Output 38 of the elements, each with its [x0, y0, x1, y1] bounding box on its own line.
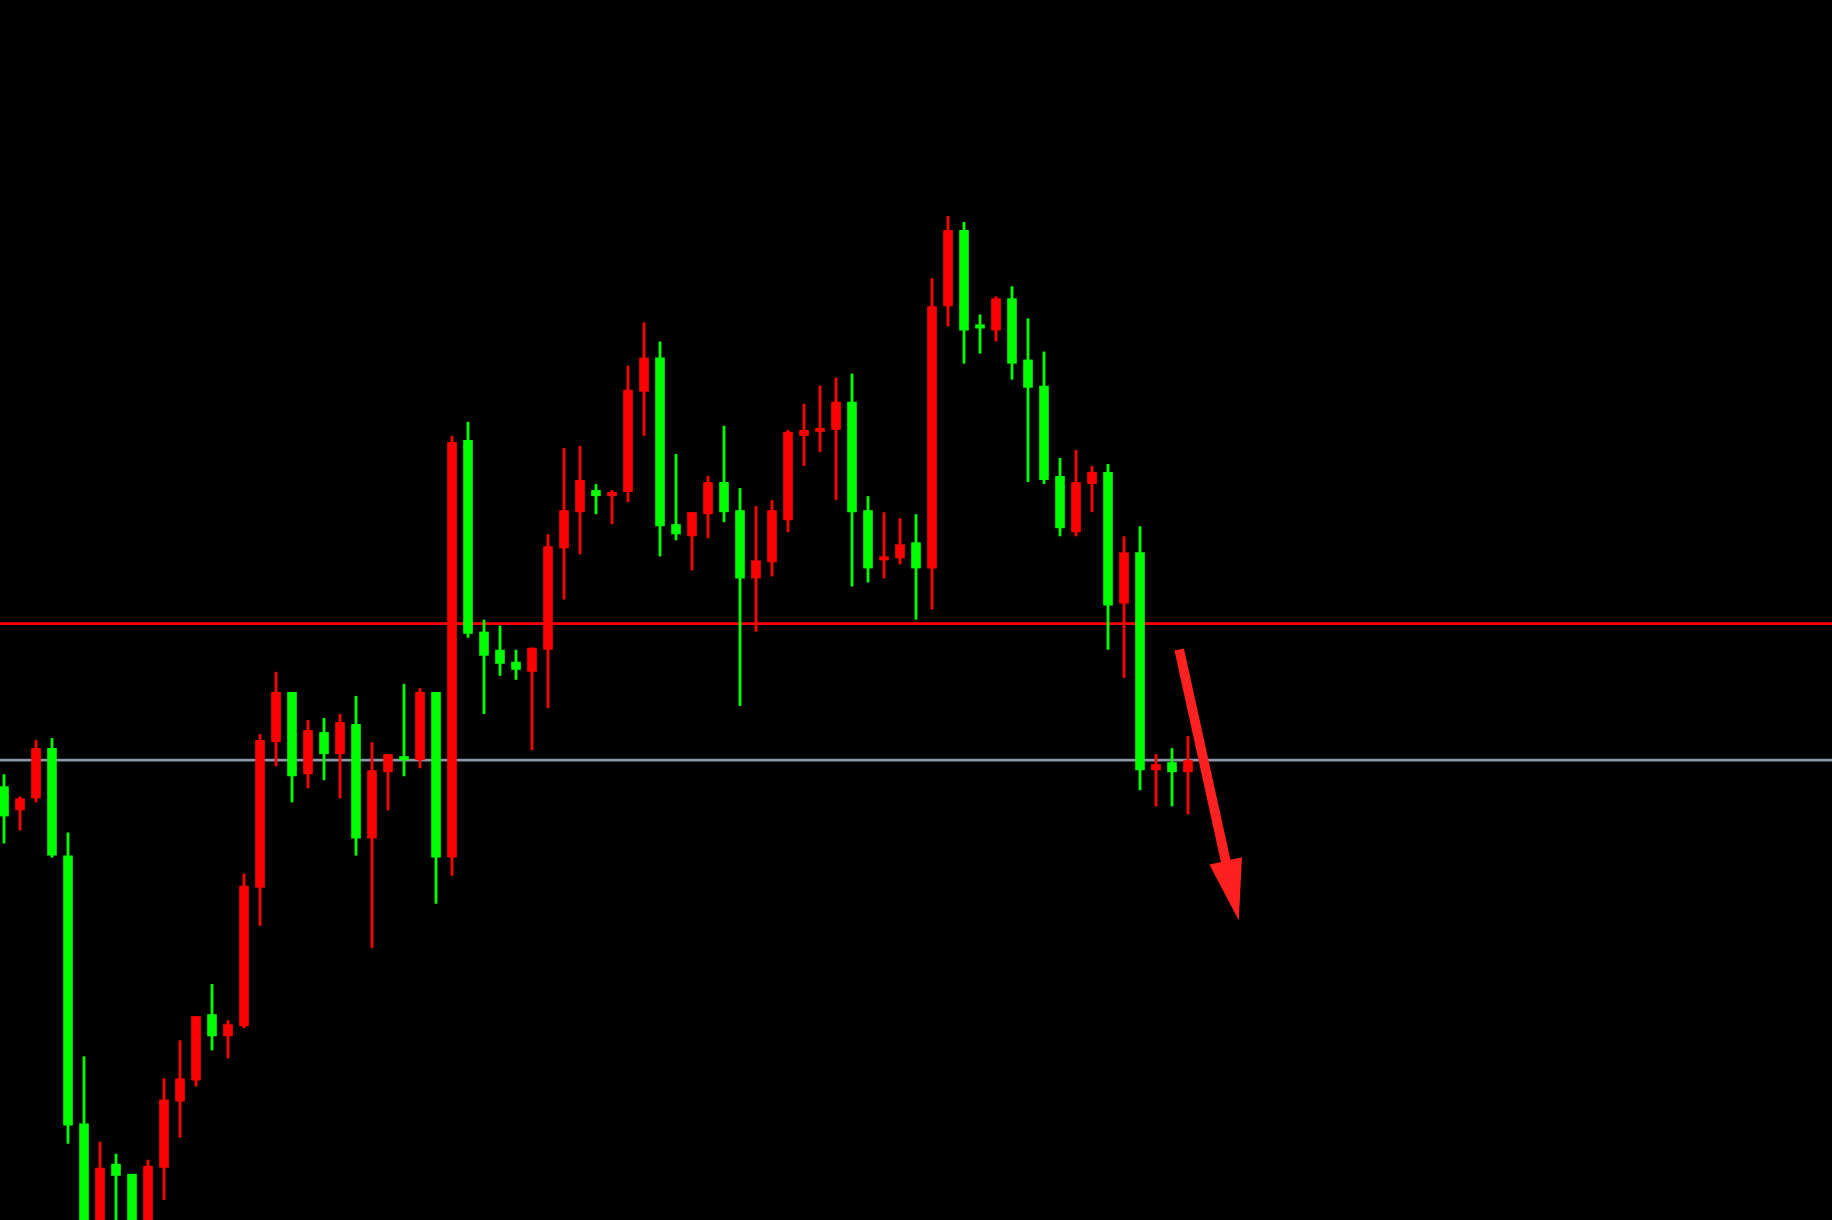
candlestick — [303, 718, 313, 790]
candlestick — [127, 1172, 137, 1220]
candlestick — [1151, 752, 1161, 808]
candlestick — [335, 712, 345, 800]
candlestick — [639, 321, 649, 438]
candlestick — [911, 512, 921, 621]
candlestick — [671, 452, 681, 542]
candlestick — [687, 510, 697, 572]
candlestick — [383, 752, 393, 812]
candlestick — [175, 1038, 185, 1140]
candlestick — [1023, 317, 1033, 484]
candlestick — [879, 510, 889, 580]
candlestick — [719, 424, 729, 524]
candlestick — [0, 772, 9, 845]
candlestick — [799, 402, 809, 468]
candlestick — [975, 313, 985, 355]
candlestick — [559, 446, 569, 601]
candlestick — [399, 682, 409, 778]
candlestick — [607, 488, 617, 526]
candlestick — [223, 1018, 233, 1060]
candlestick — [991, 294, 1001, 343]
candlestick — [591, 482, 601, 516]
candlestick — [207, 982, 217, 1052]
candlestick — [319, 716, 329, 782]
candlestick — [575, 444, 585, 556]
candlestick — [495, 624, 505, 678]
candlestick — [1183, 734, 1193, 816]
candlestick — [479, 618, 489, 716]
candlestick — [511, 648, 521, 682]
candlestick — [111, 1152, 121, 1220]
candlestick — [895, 516, 905, 566]
candlestick — [1087, 464, 1097, 514]
candlestick — [831, 376, 841, 502]
candlestick — [703, 474, 713, 540]
candlestick — [1167, 746, 1177, 808]
candlestick — [527, 646, 537, 752]
candlestick — [815, 384, 825, 454]
candlestick — [15, 794, 25, 832]
